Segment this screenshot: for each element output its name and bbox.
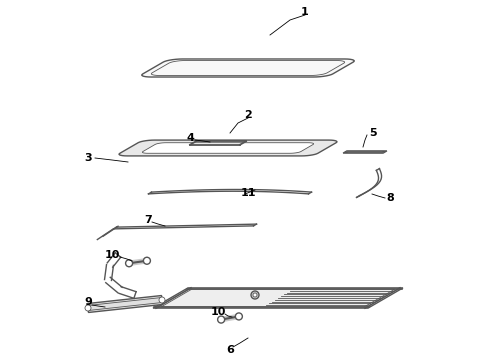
Text: 3: 3 xyxy=(84,153,92,163)
Circle shape xyxy=(253,293,257,297)
Circle shape xyxy=(251,291,259,299)
Polygon shape xyxy=(343,151,387,153)
Text: 7: 7 xyxy=(144,215,152,225)
Text: 5: 5 xyxy=(369,128,377,138)
Circle shape xyxy=(218,316,224,323)
Text: 6: 6 xyxy=(226,345,234,355)
Circle shape xyxy=(125,260,133,267)
Polygon shape xyxy=(119,140,337,156)
Polygon shape xyxy=(142,59,354,77)
Polygon shape xyxy=(153,288,403,308)
Polygon shape xyxy=(143,143,314,153)
Text: 4: 4 xyxy=(186,133,194,143)
Circle shape xyxy=(85,305,91,311)
Polygon shape xyxy=(88,296,163,312)
Circle shape xyxy=(159,297,165,303)
Text: 10: 10 xyxy=(104,250,120,260)
Text: 10: 10 xyxy=(210,307,226,317)
Text: 2: 2 xyxy=(244,110,252,120)
Text: 9: 9 xyxy=(84,297,92,307)
Text: 1: 1 xyxy=(301,7,309,17)
Text: 11: 11 xyxy=(240,188,256,198)
Text: 8: 8 xyxy=(386,193,394,203)
Circle shape xyxy=(144,257,150,264)
Circle shape xyxy=(235,313,243,320)
